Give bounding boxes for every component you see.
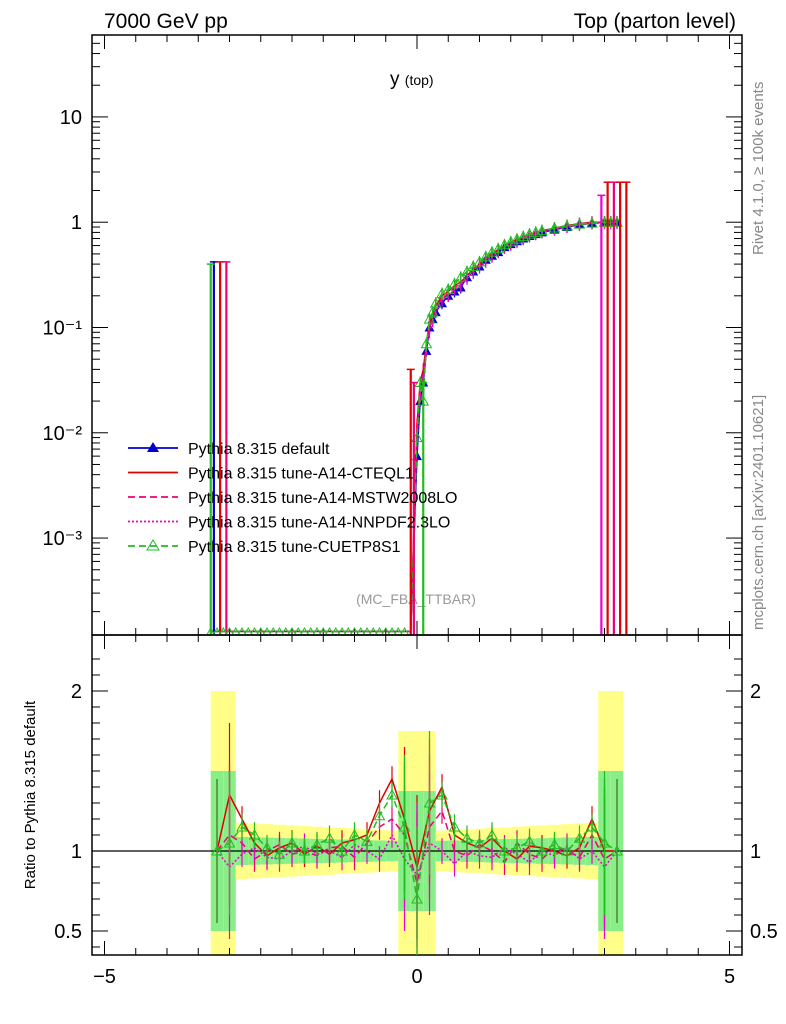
- ratio-point: [348, 828, 361, 840]
- series-line: [210, 221, 617, 633]
- legend-marker: [147, 442, 159, 452]
- ratio-point: [511, 841, 523, 853]
- ratio-point: [561, 844, 573, 856]
- ratio-point: [573, 832, 586, 843]
- legend-label: Pythia 8.315 tune-A14-MSTW2008LO: [188, 490, 457, 507]
- data-point: [536, 224, 548, 236]
- data-point: [426, 306, 439, 317]
- ratio-point: [473, 836, 486, 848]
- data-point: [473, 255, 486, 267]
- header-right: Top (parton level): [574, 10, 736, 33]
- data-point: [586, 217, 598, 228]
- data-point: [548, 222, 561, 233]
- data-point: [486, 246, 498, 257]
- ratio-point: [398, 820, 411, 832]
- ratio-point: [448, 820, 461, 832]
- analysis-annotation: (MC_FBA_TTBAR): [356, 591, 476, 607]
- ratio-point: [373, 809, 386, 821]
- ratio-point: [273, 848, 286, 859]
- ratio-point: [261, 841, 273, 853]
- ratio-point: [211, 844, 223, 856]
- ratio-point: [461, 832, 473, 843]
- ratio-point: [611, 844, 623, 856]
- legend-marker: [146, 539, 160, 551]
- y-tick-label: 10: [60, 107, 82, 129]
- legend-label: Pythia 8.315 tune-CUETP8S1: [188, 539, 401, 556]
- ratio-point: [586, 820, 598, 832]
- main-panel: y (top) (MC_FBA_TTBAR) 10 1 10⁻¹ 10⁻² 10⁻³: [43, 34, 743, 636]
- ratio-point: [598, 836, 611, 848]
- ratio-point: [548, 838, 561, 850]
- ratio-point: [411, 892, 423, 904]
- ratio-y-tick-label: 0.5: [54, 921, 82, 943]
- ratio-point: [298, 844, 311, 856]
- ratio-point: [223, 836, 236, 848]
- data-point: [561, 219, 573, 231]
- legend-label: Pythia 8.315 tune-A14-CTEQL1: [188, 466, 414, 483]
- data-point: [448, 277, 461, 289]
- ratio-ylabel: Ratio to Pythia 8.315 default: [22, 700, 39, 889]
- legend-label: Pythia 8.315 tune-A14-NNPDF2.3LO: [188, 515, 450, 532]
- legend-label: Pythia 8.315 default: [188, 441, 330, 458]
- data-point: [420, 337, 433, 349]
- ratio-point: [423, 796, 436, 808]
- ratio-y-tick-label: 1: [71, 841, 82, 863]
- ratio-point: [386, 788, 398, 800]
- x-tick-label: −5: [93, 966, 116, 988]
- ratio-point: [361, 835, 373, 846]
- ratio-point: [248, 828, 261, 840]
- rivet-label: Rivet 4.1.0, ≥ 100k events: [750, 82, 767, 255]
- ratio-y-tick-label: 2: [71, 681, 82, 703]
- ratio-point: [323, 832, 336, 843]
- ratio-point: [523, 835, 536, 846]
- ratio-series-line: [216, 809, 618, 884]
- ratio-point: [536, 844, 548, 856]
- ratio-point: [486, 828, 498, 840]
- ratio-point: [236, 820, 248, 832]
- ratio-y-tick-label-right: 1: [750, 841, 761, 863]
- ratio-y-tick-label-right: 2: [750, 681, 761, 703]
- ratio-point: [436, 788, 448, 800]
- ratio-y-tick-label-right: 0.5: [750, 921, 778, 943]
- legend: Pythia 8.315 default Pythia 8.315 tune-A1…: [128, 441, 457, 556]
- y-tick-label: 1: [71, 212, 82, 234]
- data-point: [423, 313, 436, 324]
- ratio-point: [498, 844, 511, 856]
- mcplots-label: mcplots.cern.ch [arXiv:2401.10621]: [750, 395, 767, 630]
- data-point: [429, 297, 442, 308]
- data-point: [573, 218, 586, 229]
- plot-title: y (top): [390, 69, 434, 90]
- data-point: [492, 242, 505, 254]
- ratio-point: [311, 838, 323, 850]
- ratio-panel: Ratio to Pythia 8.315 default −5 0 5 2 2 1 1 0.…: [22, 634, 778, 988]
- ratio-point: [286, 836, 298, 848]
- data-point: [461, 265, 473, 277]
- y-tick-label: 10⁻³: [43, 528, 83, 550]
- ratio-point: [336, 844, 348, 856]
- y-tick-label: 10⁻²: [43, 423, 83, 445]
- data-point: [454, 271, 467, 282]
- header-left: 7000 GeV pp: [104, 10, 228, 33]
- y-tick-label: 10⁻¹: [43, 317, 83, 339]
- data-point: [442, 283, 455, 294]
- x-tick-label: 0: [411, 966, 422, 988]
- x-tick-label: 5: [724, 966, 735, 988]
